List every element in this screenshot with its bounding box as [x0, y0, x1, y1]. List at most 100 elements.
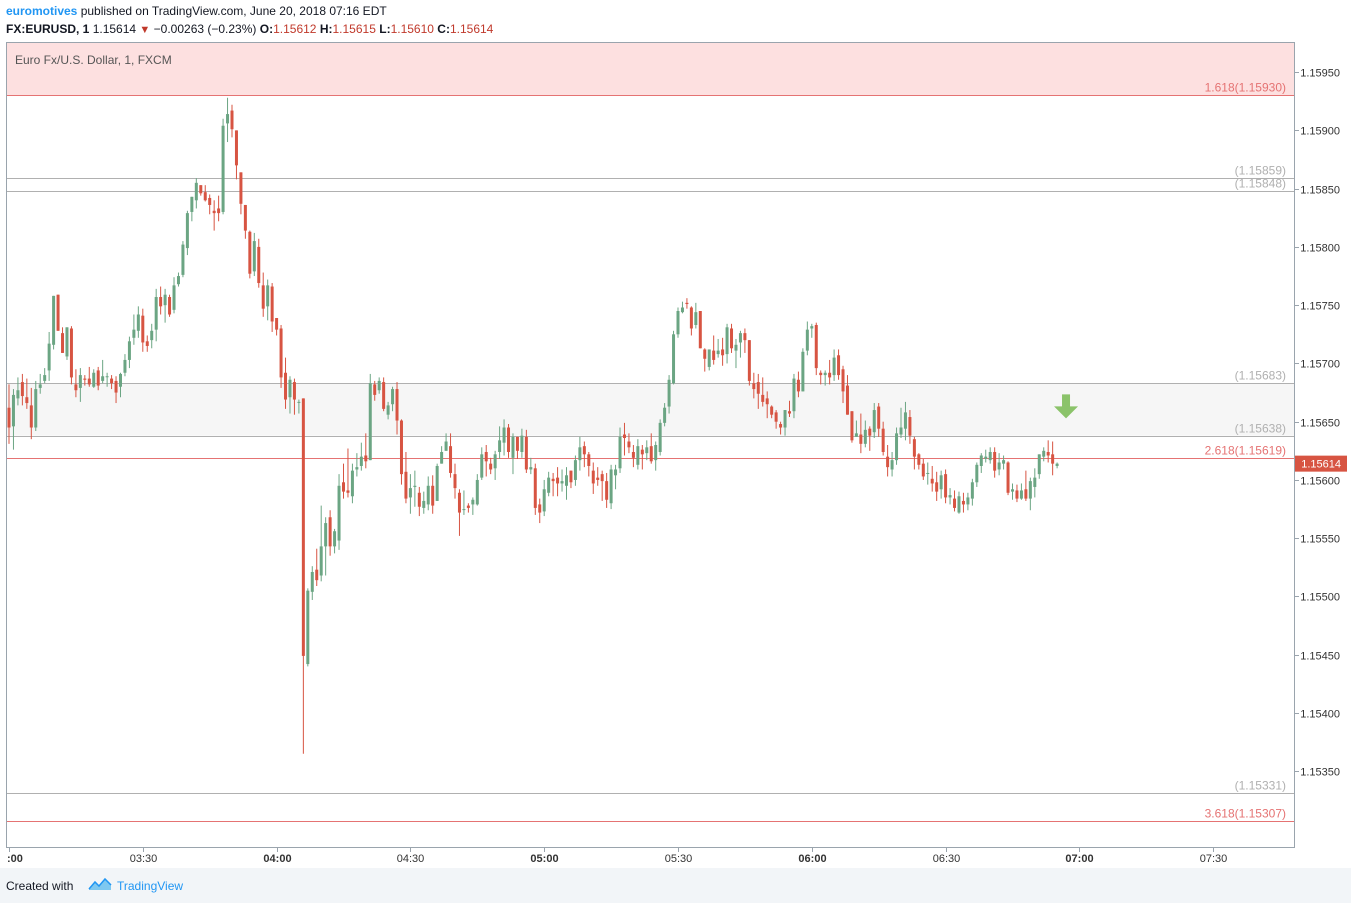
candle [975, 462, 979, 487]
candle [694, 302, 698, 329]
candle [792, 373, 796, 419]
candle-body [168, 297, 172, 315]
candle [837, 349, 841, 380]
candle [61, 327, 65, 353]
candle-body [489, 463, 493, 470]
candle-body [694, 312, 698, 325]
candle [507, 424, 511, 458]
candle [284, 357, 288, 409]
footer-bar: Created with TradingView [0, 868, 1351, 903]
candle-body [654, 445, 658, 461]
tradingview-brand-link[interactable]: TradingView [117, 879, 184, 893]
candle [970, 478, 974, 506]
candle [997, 453, 1001, 476]
candle-body [881, 428, 885, 452]
candle [440, 446, 444, 464]
candle [654, 441, 658, 471]
candlestick-chart[interactable]: 1.618(1.15930) (1.15859)(1.15848) (1.15683… [0, 42, 1351, 868]
candle-body [337, 485, 341, 541]
candle-body [551, 478, 555, 482]
candle-body [1006, 462, 1010, 493]
candle [252, 232, 256, 277]
candle-body [217, 208, 221, 214]
candle-body [890, 460, 894, 470]
y-tick-label: 1.15950 [1300, 68, 1340, 80]
candle [301, 398, 305, 754]
candle [961, 492, 965, 513]
candle-body [395, 389, 399, 421]
candle [663, 403, 667, 427]
candle-body [480, 454, 484, 478]
candle [181, 241, 185, 278]
x-tick-label: 06:30 [933, 853, 961, 865]
last-price-label: 1.15614 [1301, 459, 1341, 471]
candle-body [355, 467, 359, 470]
candle-body [524, 436, 528, 470]
candle-body [38, 384, 42, 388]
candle-body [364, 455, 368, 462]
candle-body [7, 407, 11, 428]
author-link[interactable]: euromotives [6, 4, 78, 18]
candle [529, 457, 533, 475]
candle-body [145, 341, 149, 346]
candle-body [466, 505, 470, 508]
candle [1033, 468, 1037, 498]
candle [1037, 454, 1041, 479]
candle [163, 288, 167, 323]
candle [1028, 477, 1032, 511]
candle-body [123, 359, 127, 373]
candle-body [578, 447, 582, 461]
candle [261, 272, 265, 317]
candle [743, 328, 747, 353]
candle [845, 375, 849, 415]
fib-level-label: (1.15859) [1235, 164, 1286, 178]
candle [788, 400, 791, 418]
candle-body [591, 470, 595, 484]
candle-body [221, 125, 225, 212]
candle [640, 445, 644, 470]
candle [364, 433, 368, 469]
candle [752, 372, 756, 399]
candle-body [560, 481, 564, 484]
candle-body [520, 435, 524, 452]
candle [319, 505, 323, 582]
candle-body [725, 327, 729, 355]
candle-body [819, 372, 823, 376]
tradingview-logo-icon[interactable] [88, 876, 112, 892]
candle [747, 340, 751, 386]
candle [689, 306, 693, 336]
candle-body [961, 500, 965, 505]
candle [47, 331, 51, 381]
candle [712, 335, 716, 365]
candle [765, 391, 769, 419]
candle-body [163, 294, 167, 306]
candle-body [350, 470, 354, 497]
published-text: published on TradingView.com, June 20, 2… [80, 4, 387, 18]
candle-body [761, 394, 765, 402]
candle-body [96, 370, 100, 386]
candle [69, 326, 73, 385]
candle [87, 366, 91, 387]
candle-body [556, 477, 560, 484]
publish-line: euromotives published on TradingView.com… [6, 4, 387, 18]
candle [738, 330, 742, 358]
y-tick-label: 1.15900 [1300, 126, 1340, 138]
candle-body [765, 398, 769, 405]
candle-body [627, 441, 631, 448]
candle-body [172, 285, 176, 310]
candle-body [538, 504, 542, 513]
candle-body [1024, 489, 1028, 499]
candle [7, 384, 11, 444]
candle [1006, 461, 1010, 496]
candle-body [1002, 460, 1006, 464]
candle [355, 453, 359, 477]
y-tick-label: 1.15550 [1300, 534, 1340, 546]
plot-frame [6, 42, 1295, 848]
candle-body [863, 429, 867, 444]
candle-body [997, 462, 1001, 470]
candle [221, 118, 225, 215]
candle [145, 335, 149, 352]
chart-header: euromotives published on TradingView.com… [0, 0, 1351, 42]
candle-body [252, 241, 256, 272]
close-label: C: [437, 22, 450, 36]
